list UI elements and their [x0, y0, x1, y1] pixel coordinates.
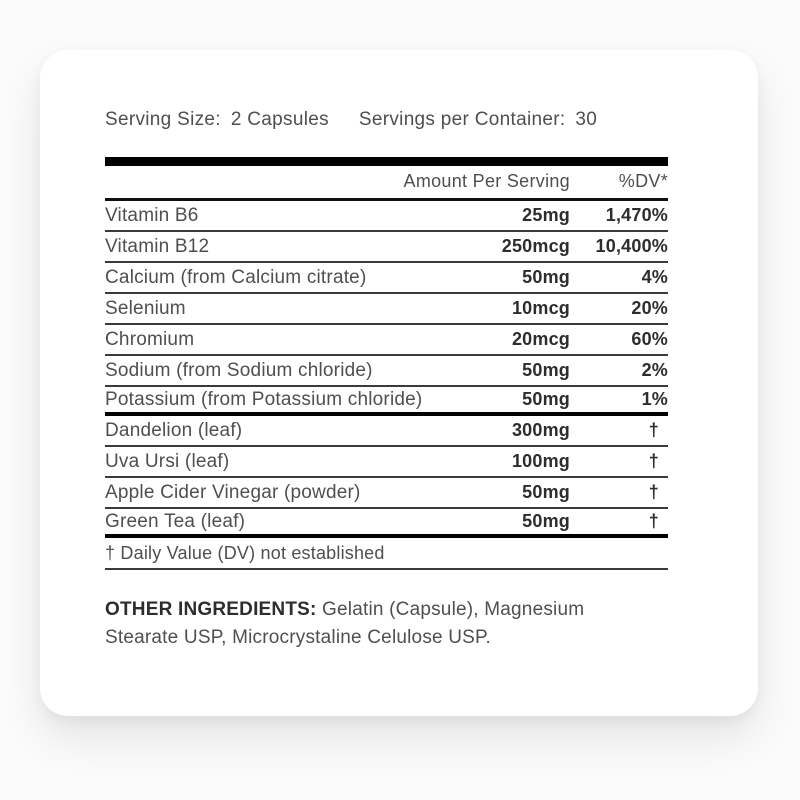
nutrient-name: Vitamin B12 [105, 235, 210, 257]
servings-per-container-value: 30 [575, 109, 598, 130]
table-row: Sodium (from Sodium chloride) 50mg 2% [105, 356, 668, 387]
table-row: Vitamin B12 250mcg 10,400% [105, 232, 668, 263]
serving-size-label: Serving Size: [105, 109, 221, 130]
nutrient-dv: 1% [641, 389, 668, 409]
nutrient-name: Apple Cider Vinegar (powder) [105, 481, 361, 503]
servings-per-container-label: Servings per Container: [358, 109, 566, 130]
other-ingredients-text: Gelatin (Capsule), Magnesium Stearate US… [105, 599, 585, 648]
nutrient-dv: 1,470% [605, 205, 668, 225]
nutrient-amount: 50mg [522, 360, 570, 380]
nutrient-dv-dagger: † [648, 511, 659, 531]
nutrient-name: Green Tea (leaf) [105, 510, 246, 532]
serving-size-value: 2 Capsules [230, 109, 329, 130]
table-row: Selenium 10mcg 20% [105, 294, 668, 325]
nutrient-name: Chromium [105, 328, 195, 350]
nutrient-name: Sodium (from Sodium chloride) [105, 359, 373, 381]
nutrient-amount: 50mg [522, 389, 570, 409]
table-row: Dandelion (leaf) 300mg † [105, 416, 668, 447]
table-header-row: Amount Per Serving %DV* [105, 166, 668, 201]
nutrient-dv: 60% [631, 329, 668, 349]
nutrient-amount: 50mg [522, 267, 570, 287]
nutrient-amount: 20mcg [511, 329, 570, 349]
nutrient-name: Dandelion (leaf) [105, 419, 243, 441]
nutrient-dv-dagger: † [648, 482, 659, 502]
other-ingredients-label: OTHER INGREDIENTS: [105, 599, 317, 620]
nutrient-amount: 25mg [522, 205, 570, 225]
supplement-label-card: Serving Size: 2 Capsules Servings per Co… [40, 50, 758, 716]
nutrient-amount: 300mg [511, 420, 570, 440]
nutrient-name: Potassium (from Potassium chloride) [105, 388, 423, 410]
table-row: Apple Cider Vinegar (powder) 50mg † [105, 478, 668, 509]
nutrient-dv: 20% [631, 298, 668, 318]
table-row: Chromium 20mcg 60% [105, 325, 668, 356]
nutrient-amount: 10mcg [511, 298, 570, 318]
nutrient-name: Vitamin B6 [105, 204, 199, 226]
heavy-divider-bar [105, 157, 668, 166]
daily-value-footnote: † Daily Value (DV) not established [105, 538, 668, 570]
table-row: Uva Ursi (leaf) 100mg † [105, 447, 668, 478]
dv-header: %DV* [618, 171, 668, 191]
nutrient-name: Calcium (from Calcium citrate) [105, 266, 367, 288]
nutrient-dv: 10,400% [595, 236, 668, 256]
nutrient-dv-dagger: † [648, 451, 659, 471]
table-row: Green Tea (leaf) 50mg † [105, 509, 668, 538]
nutrient-amount: 250mcg [501, 236, 570, 256]
nutrient-amount: 50mg [522, 482, 570, 502]
nutrient-dv: 2% [641, 360, 668, 380]
nutrient-name: Selenium [105, 297, 186, 319]
table-row: Vitamin B6 25mg 1,470% [105, 201, 668, 232]
nutrient-dv-dagger: † [648, 420, 659, 440]
nutrient-amount: 50mg [522, 511, 570, 531]
amount-per-serving-header: Amount Per Serving [403, 171, 570, 191]
table-row: Potassium (from Potassium chloride) 50mg… [105, 387, 668, 416]
other-ingredients: OTHER INGREDIENTS: Gelatin (Capsule), Ma… [105, 596, 617, 652]
nutrient-dv: 4% [641, 267, 668, 287]
table-row: Calcium (from Calcium citrate) 50mg 4% [105, 263, 668, 294]
label-content: Serving Size: 2 Capsules Servings per Co… [105, 50, 668, 652]
nutrient-name: Uva Ursi (leaf) [105, 450, 230, 472]
nutrient-amount: 100mg [511, 451, 570, 471]
serving-info-row: Serving Size: 2 Capsules Servings per Co… [105, 109, 668, 137]
